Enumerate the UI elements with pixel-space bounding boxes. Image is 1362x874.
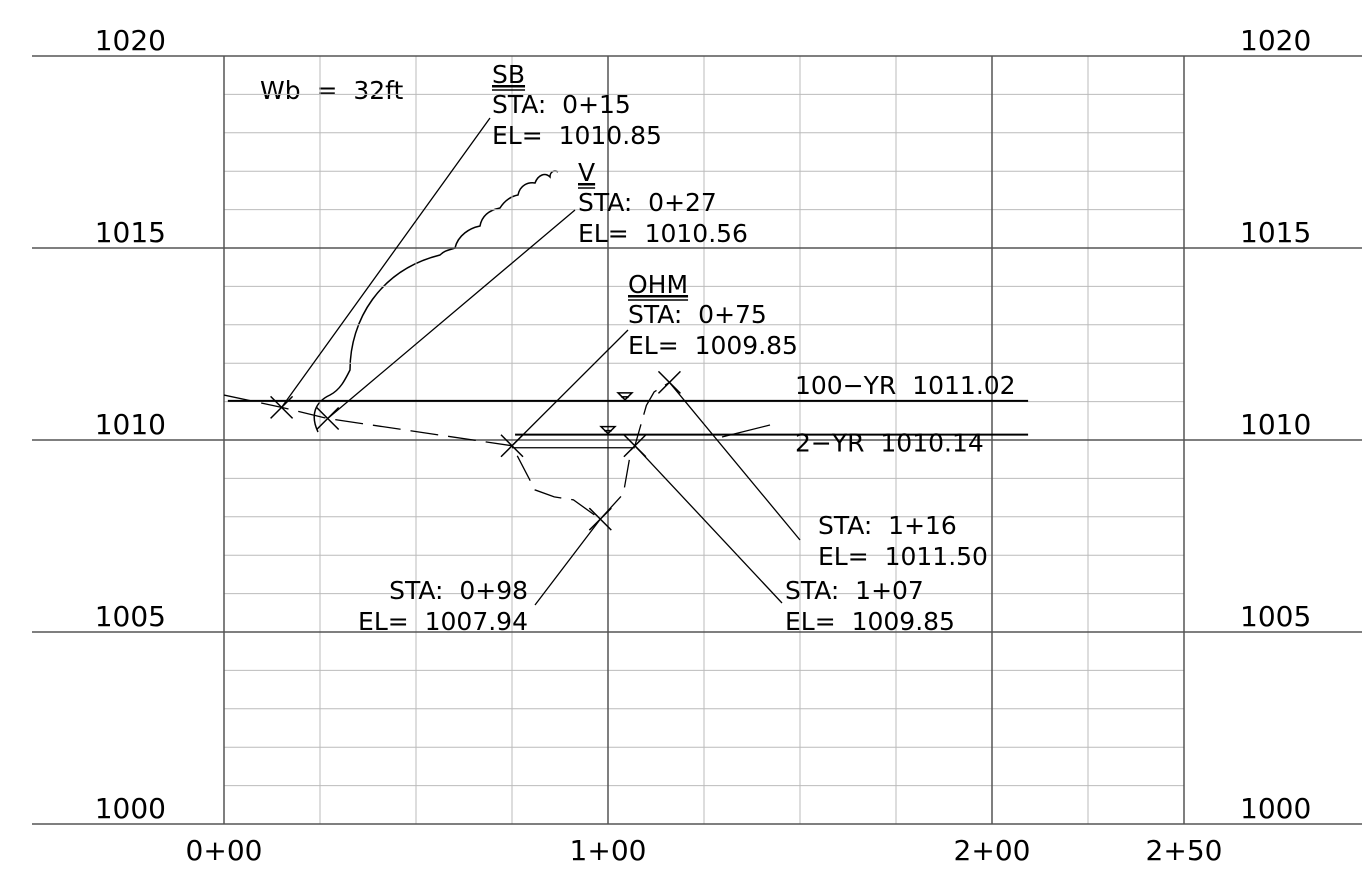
vegetation-line [314,171,558,432]
y-tick-label: 1000 [95,792,166,825]
water-level-label: 2−YR 1010.14 [795,429,984,458]
station-label: STA: 0+98 [389,576,528,605]
x-tick-label: 1+00 [570,834,647,867]
water-level-label: 100−YR 1011.02 [795,371,1016,400]
station-label: STA: 0+27 [578,188,717,217]
station-label: STA: 1+07 [785,576,924,605]
y-tick-label: 1005 [1240,600,1311,633]
y-tick-label: 1010 [1240,408,1311,441]
y-tick-label: 1020 [1240,24,1311,57]
leader [282,118,490,407]
point-name: SB [492,60,525,89]
elevation-label: EL= 1010.56 [578,219,748,248]
station-label: STA: 0+15 [492,90,631,119]
elevation-label: EL= 1010.85 [492,121,662,150]
y-tick-label: 1005 [95,600,166,633]
leader [535,519,600,605]
x-tick-label: 2+00 [954,834,1031,867]
y-tick-label: 1015 [95,216,166,249]
y-tick-label: 1000 [1240,792,1311,825]
x-tick-label: 2+50 [1146,834,1223,867]
ground-profile [224,382,669,519]
station-label: STA: 0+75 [628,300,767,329]
cross-section-chart: Wb = 32ft 0+00 1+00 2+00 2+50 1000 1000 1005 10… [0,0,1362,874]
elevation-label: EL= 1009.85 [628,331,798,360]
point-name: OHM [628,270,688,299]
elevation-label: EL= 1009.85 [785,607,955,636]
annotation: Wb = 32ft [260,76,403,105]
station-label: STA: 1+16 [818,511,957,540]
y-tick-label: 1010 [95,408,166,441]
leader [512,330,628,446]
elevation-label: EL= 1007.94 [358,607,528,636]
leader [635,446,782,603]
y-tick-label: 1015 [1240,216,1311,249]
y-tick-label: 1020 [95,24,166,57]
elevation-label: EL= 1011.50 [818,542,988,571]
point-name: V [578,158,595,187]
leader [328,210,575,418]
x-tick-label: 0+00 [186,834,263,867]
